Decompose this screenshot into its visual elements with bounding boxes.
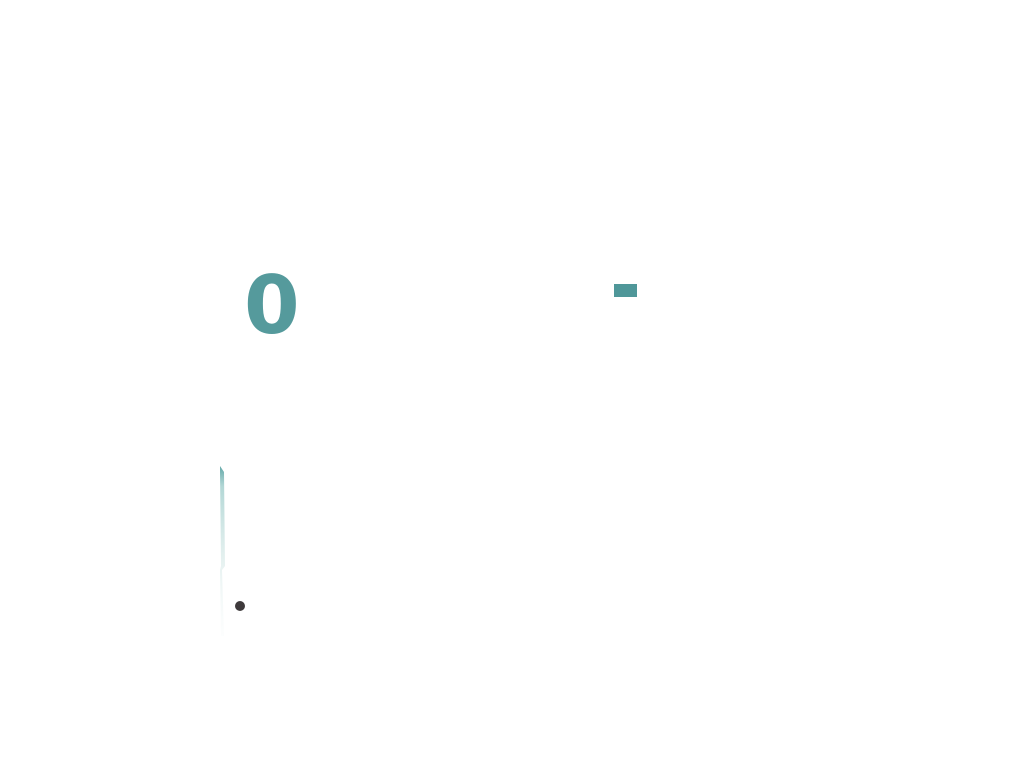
vertical-gradient-rail (219, 466, 227, 636)
counter-value: 0 (244, 259, 300, 352)
minus-bar-icon (614, 284, 637, 297)
bullet-dot-icon (235, 601, 245, 611)
